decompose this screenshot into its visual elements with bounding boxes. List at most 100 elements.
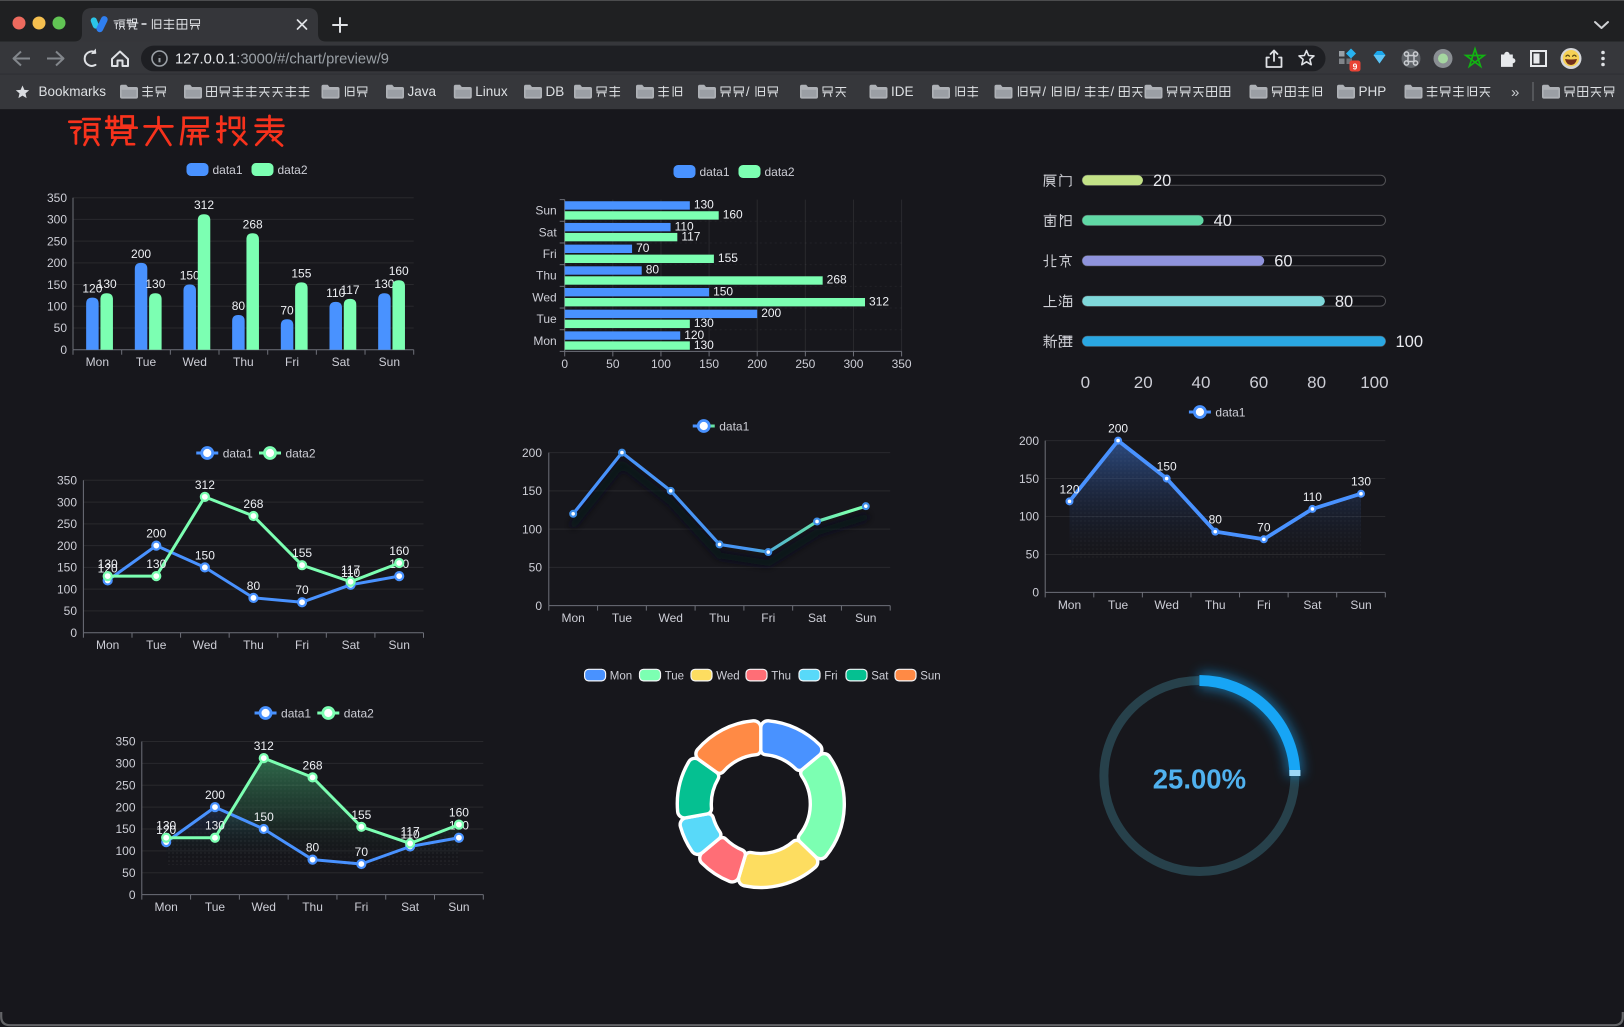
svg-text:Mon: Mon — [610, 670, 632, 682]
svg-text:40: 40 — [1214, 212, 1232, 230]
svg-text:130: 130 — [156, 819, 176, 833]
svg-text:100: 100 — [115, 844, 135, 858]
svg-text:0: 0 — [1081, 373, 1090, 392]
svg-text:Wed: Wed — [716, 670, 739, 682]
svg-text:20: 20 — [1134, 373, 1153, 392]
svg-text:Mon: Mon — [533, 334, 556, 348]
svg-text:Thu: Thu — [536, 269, 557, 283]
svg-text:150: 150 — [699, 357, 719, 371]
svg-text:130: 130 — [98, 557, 118, 571]
svg-text:0: 0 — [129, 888, 136, 902]
svg-text:PHP: PHP — [1359, 84, 1387, 99]
svg-text:data1: data1 — [281, 706, 311, 720]
svg-text:268: 268 — [827, 273, 847, 287]
svg-text:/: / — [1111, 84, 1115, 99]
svg-text:100: 100 — [651, 357, 671, 371]
svg-text:Wed: Wed — [1154, 598, 1178, 612]
svg-text:data1: data1 — [213, 163, 243, 177]
svg-text:70: 70 — [295, 583, 309, 597]
svg-text:40: 40 — [1192, 373, 1211, 392]
svg-text:130: 130 — [146, 557, 166, 571]
svg-text:Tue: Tue — [146, 638, 167, 652]
svg-text:350: 350 — [892, 357, 912, 371]
svg-text:0: 0 — [60, 343, 67, 357]
svg-text:70: 70 — [280, 303, 294, 317]
svg-text:100: 100 — [522, 522, 542, 536]
svg-text:268: 268 — [243, 217, 263, 231]
svg-text:110: 110 — [1303, 490, 1322, 504]
svg-text:100: 100 — [47, 299, 67, 313]
svg-text:Sat: Sat — [539, 225, 558, 239]
svg-text:160: 160 — [389, 544, 409, 558]
svg-text:110: 110 — [326, 286, 345, 300]
svg-text:130: 130 — [694, 198, 714, 212]
svg-text:150: 150 — [254, 810, 274, 824]
svg-text:data1: data1 — [223, 446, 253, 460]
svg-text:150: 150 — [1019, 472, 1039, 486]
svg-text:130: 130 — [97, 277, 117, 291]
svg-text:Sun: Sun — [920, 670, 940, 682]
svg-text:155: 155 — [351, 808, 371, 822]
svg-text:117: 117 — [341, 563, 360, 577]
svg-text:350: 350 — [47, 191, 67, 205]
svg-text:50: 50 — [54, 321, 68, 335]
svg-text:Mon: Mon — [562, 611, 585, 625]
svg-text:Thu: Thu — [302, 900, 323, 914]
svg-text:Sat: Sat — [401, 900, 420, 914]
svg-text:Sat: Sat — [342, 638, 361, 652]
svg-text:80: 80 — [1307, 373, 1326, 392]
svg-text:127.0.0.1:3000/#/chart/preview: 127.0.0.1:3000/#/chart/preview/9 — [175, 52, 389, 68]
svg-text:155: 155 — [291, 266, 311, 280]
svg-text:110: 110 — [401, 827, 420, 841]
svg-text:120: 120 — [1059, 482, 1079, 496]
svg-text:Sat: Sat — [871, 670, 889, 682]
svg-text:»: » — [1511, 84, 1519, 101]
svg-text:Thu: Thu — [243, 638, 264, 652]
svg-text:155: 155 — [718, 251, 738, 265]
svg-text:data1: data1 — [719, 419, 749, 433]
svg-text:Sun: Sun — [448, 900, 469, 914]
svg-text:Tue: Tue — [1108, 598, 1129, 612]
svg-text:150: 150 — [180, 269, 200, 283]
svg-text:Tue: Tue — [536, 312, 557, 326]
svg-text:120: 120 — [82, 282, 102, 296]
svg-text:Tue: Tue — [612, 611, 633, 625]
svg-text:50: 50 — [64, 604, 78, 618]
svg-text:Wed: Wed — [252, 900, 276, 914]
svg-text:Tue: Tue — [665, 670, 684, 682]
svg-text:200: 200 — [1108, 422, 1128, 436]
svg-text:Sun: Sun — [535, 204, 556, 218]
svg-text:100: 100 — [1019, 510, 1039, 524]
svg-text:268: 268 — [303, 758, 323, 772]
svg-text:150: 150 — [195, 548, 215, 562]
svg-text:Fri: Fri — [285, 355, 299, 369]
svg-text:Sun: Sun — [1350, 598, 1371, 612]
svg-text:0: 0 — [561, 357, 568, 371]
svg-text:25.00%: 25.00% — [1153, 764, 1246, 795]
svg-text:80: 80 — [306, 841, 320, 855]
svg-text:70: 70 — [355, 845, 369, 859]
svg-text:150: 150 — [522, 484, 542, 498]
svg-text:50: 50 — [122, 866, 136, 880]
svg-text:/: / — [746, 84, 750, 99]
svg-text:150: 150 — [713, 284, 733, 298]
svg-text:Thu: Thu — [1205, 598, 1226, 612]
svg-text:160: 160 — [723, 208, 743, 222]
svg-text:110: 110 — [341, 566, 360, 580]
svg-text:150: 150 — [47, 278, 67, 292]
svg-text:Mon: Mon — [1058, 598, 1081, 612]
svg-text:0: 0 — [1032, 586, 1039, 600]
svg-text:200: 200 — [146, 527, 166, 541]
svg-text:Fri: Fri — [543, 247, 557, 261]
svg-text:DB: DB — [546, 84, 565, 99]
svg-text:130: 130 — [205, 819, 225, 833]
svg-text:250: 250 — [47, 234, 67, 248]
svg-text:80: 80 — [1209, 513, 1223, 527]
svg-text:100: 100 — [1396, 333, 1424, 351]
svg-text:50: 50 — [529, 561, 543, 575]
svg-text:300: 300 — [47, 213, 67, 227]
svg-text:0: 0 — [70, 626, 77, 640]
svg-text:200: 200 — [761, 306, 781, 320]
svg-text:117: 117 — [340, 283, 359, 297]
svg-text:/: / — [1042, 84, 1046, 99]
